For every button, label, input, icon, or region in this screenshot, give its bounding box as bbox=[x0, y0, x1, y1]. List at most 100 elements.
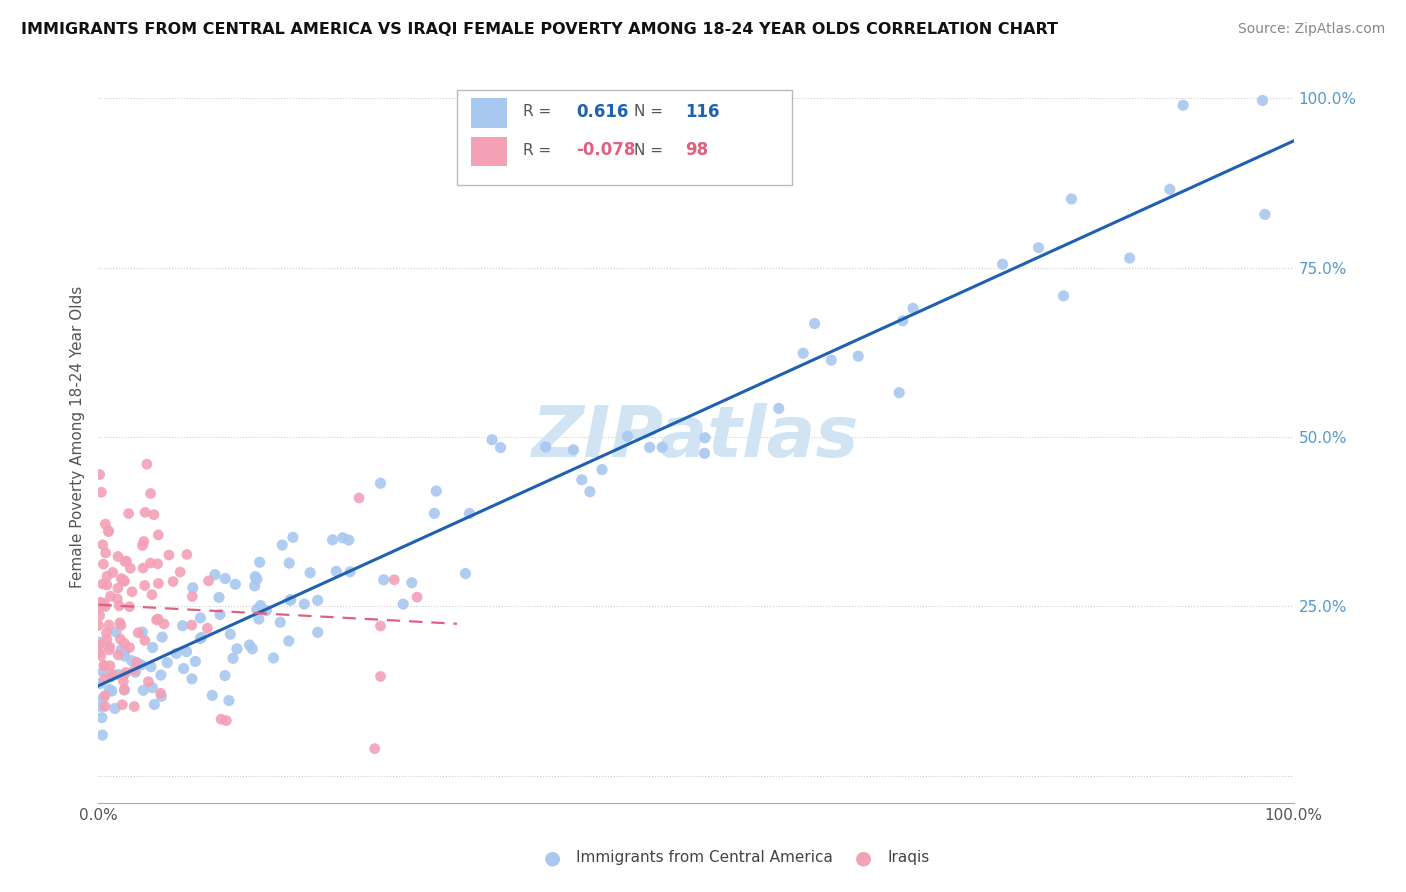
Point bbox=[112, 573, 135, 587]
Point bbox=[129, 657, 152, 672]
Point bbox=[112, 668, 135, 682]
Point bbox=[425, 483, 447, 498]
Point bbox=[90, 710, 112, 724]
Bar bbox=[471, 137, 508, 167]
Point bbox=[91, 691, 114, 706]
Point bbox=[114, 649, 136, 664]
Point bbox=[254, 604, 277, 618]
Point bbox=[269, 615, 291, 630]
Point bbox=[271, 538, 294, 552]
Point bbox=[280, 592, 302, 607]
Point bbox=[118, 640, 141, 655]
Point bbox=[114, 636, 136, 650]
Point bbox=[693, 431, 716, 445]
Point bbox=[149, 668, 172, 682]
Point bbox=[94, 699, 117, 714]
Point bbox=[115, 554, 138, 568]
Point bbox=[307, 593, 329, 607]
Point bbox=[91, 538, 114, 552]
Point bbox=[214, 668, 236, 682]
Text: R =: R = bbox=[523, 143, 555, 158]
Point bbox=[87, 618, 110, 632]
Point bbox=[188, 632, 211, 646]
Point bbox=[249, 599, 271, 613]
Point bbox=[125, 655, 148, 669]
Point bbox=[176, 548, 198, 562]
Point bbox=[534, 440, 557, 454]
Point bbox=[131, 625, 153, 640]
Point bbox=[96, 578, 118, 592]
Point bbox=[277, 634, 299, 648]
Point bbox=[263, 651, 285, 665]
Point bbox=[89, 467, 111, 482]
Text: R =: R = bbox=[523, 104, 555, 120]
Text: 0.616: 0.616 bbox=[576, 103, 628, 120]
Point bbox=[127, 625, 149, 640]
Text: Iraqis: Iraqis bbox=[887, 850, 929, 865]
Point bbox=[89, 638, 111, 652]
Point bbox=[121, 584, 143, 599]
Point bbox=[118, 599, 141, 614]
Point bbox=[141, 588, 163, 602]
Point bbox=[150, 630, 173, 644]
Point bbox=[562, 442, 585, 457]
Point bbox=[364, 741, 387, 756]
Point bbox=[243, 579, 266, 593]
Point bbox=[891, 314, 914, 328]
Point bbox=[120, 561, 142, 575]
Point bbox=[105, 591, 128, 606]
Point bbox=[93, 658, 115, 673]
Point bbox=[97, 524, 120, 538]
Point bbox=[91, 728, 114, 742]
Point bbox=[406, 590, 429, 604]
Point bbox=[246, 572, 269, 586]
Point bbox=[332, 531, 354, 545]
Point bbox=[246, 602, 269, 616]
Point bbox=[132, 561, 155, 575]
Point bbox=[89, 635, 111, 649]
Point bbox=[489, 441, 512, 455]
Point bbox=[245, 569, 267, 583]
Point bbox=[139, 486, 162, 500]
Point bbox=[141, 681, 163, 695]
Point bbox=[201, 689, 224, 703]
Point bbox=[142, 508, 165, 522]
Point bbox=[458, 507, 481, 521]
Point bbox=[226, 641, 249, 656]
Point bbox=[156, 656, 179, 670]
Point bbox=[901, 301, 924, 316]
Point bbox=[90, 699, 112, 714]
Point bbox=[325, 565, 347, 579]
Point bbox=[1052, 289, 1074, 303]
Point bbox=[112, 682, 135, 697]
Point bbox=[169, 565, 191, 579]
Point bbox=[190, 611, 212, 625]
Point bbox=[93, 596, 115, 610]
Point bbox=[89, 676, 111, 690]
Point bbox=[112, 574, 135, 589]
Point bbox=[423, 507, 446, 521]
Point bbox=[135, 457, 157, 471]
Point bbox=[94, 546, 117, 560]
Point bbox=[104, 701, 127, 715]
Point bbox=[112, 683, 135, 698]
Point bbox=[148, 576, 170, 591]
Point bbox=[1171, 98, 1194, 112]
Point bbox=[107, 581, 129, 595]
Point bbox=[132, 534, 155, 549]
Point bbox=[98, 642, 121, 657]
Point bbox=[97, 524, 120, 539]
Point bbox=[112, 644, 135, 658]
Point bbox=[218, 693, 240, 707]
Point bbox=[616, 429, 638, 443]
Point bbox=[401, 575, 423, 590]
Point bbox=[112, 674, 135, 689]
Point bbox=[278, 556, 301, 570]
Y-axis label: Female Poverty Among 18-24 Year Olds: Female Poverty Among 18-24 Year Olds bbox=[69, 286, 84, 588]
Point bbox=[101, 667, 124, 681]
Point bbox=[307, 625, 329, 640]
Text: 98: 98 bbox=[685, 141, 709, 160]
Point bbox=[149, 686, 172, 700]
Point bbox=[181, 581, 204, 595]
Point bbox=[591, 462, 613, 476]
